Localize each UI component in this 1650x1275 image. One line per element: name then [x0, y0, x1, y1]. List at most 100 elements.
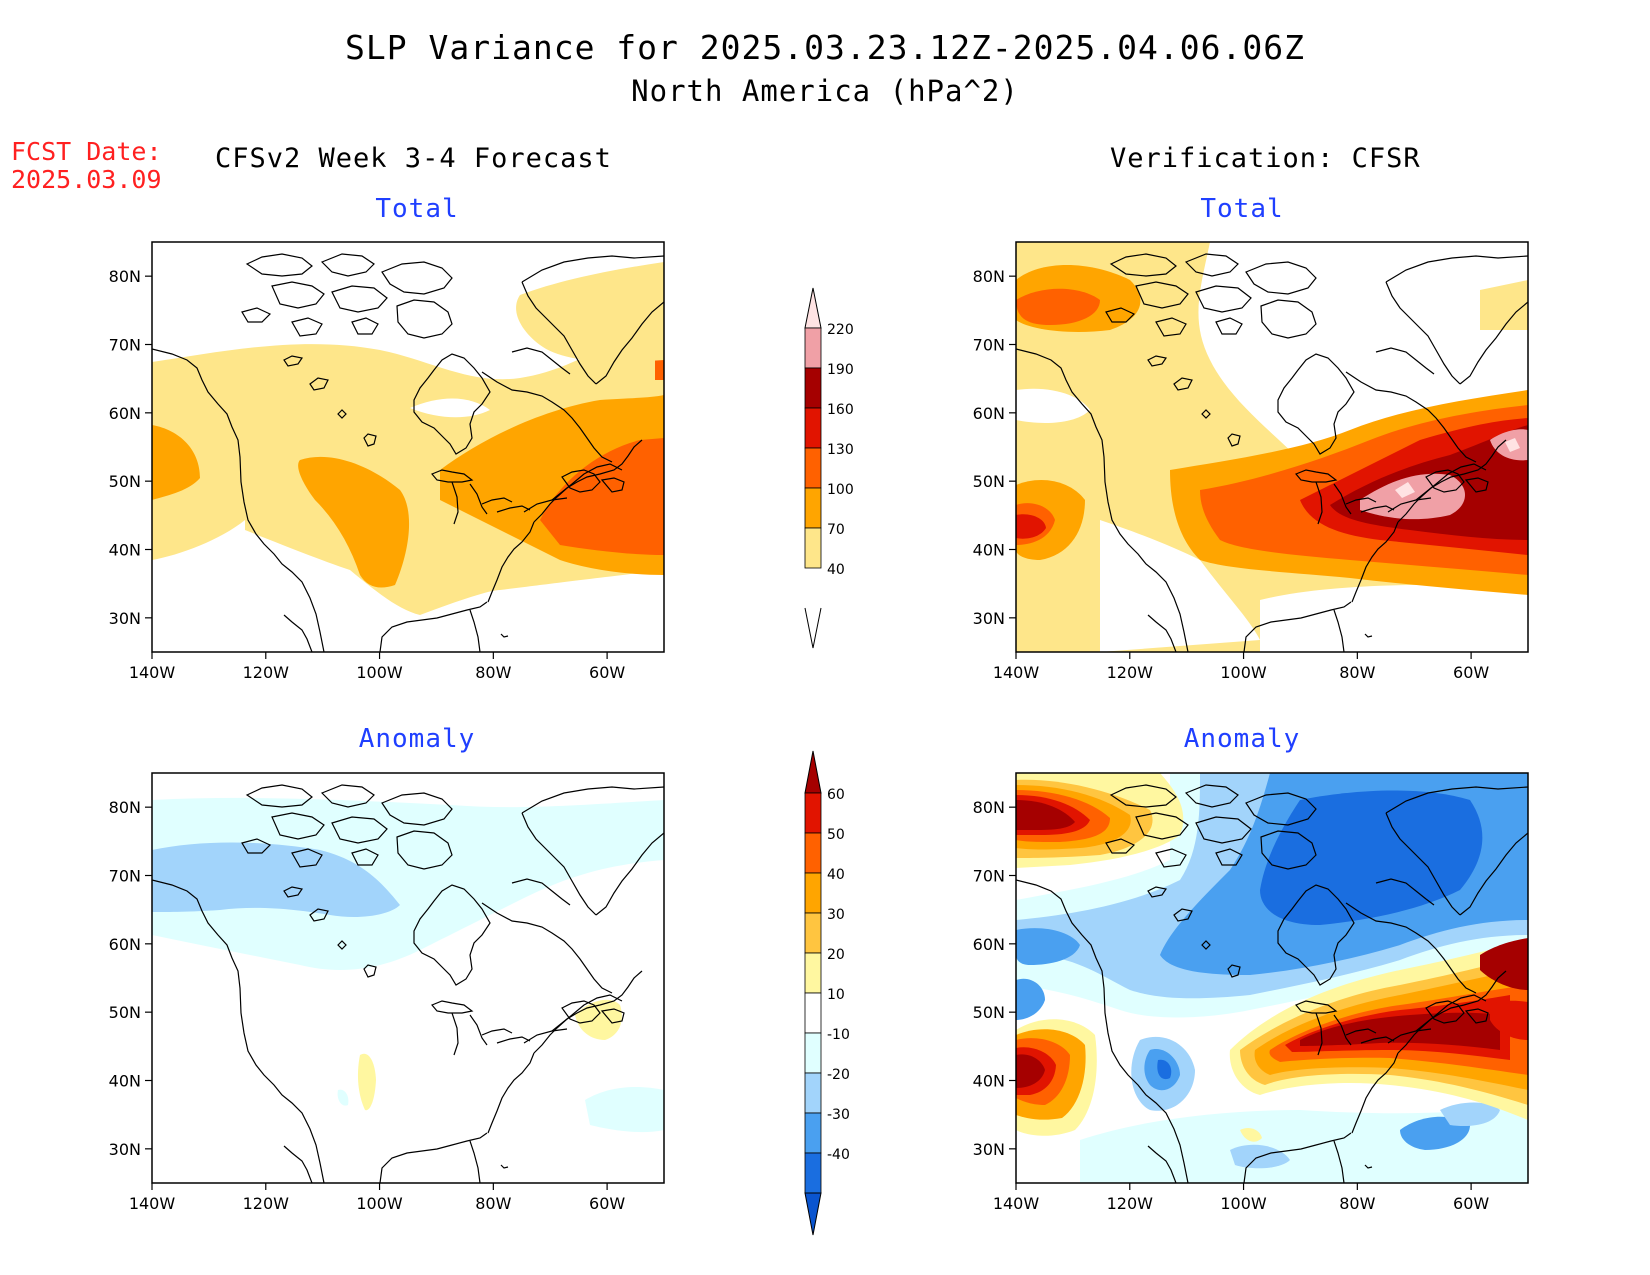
- lat-tick-label: 50N: [973, 1003, 1005, 1022]
- anomaly-colorbar-label: 20: [827, 947, 845, 963]
- anomaly-colorbar-box: [804, 792, 822, 834]
- forecast-anomaly-title: Anomaly: [358, 724, 476, 754]
- lat-tick-label: 80N: [973, 798, 1005, 817]
- fcst-date-value: 2025.03.09: [11, 165, 162, 194]
- lon-tick-label: 120W: [243, 1194, 290, 1213]
- lon-tick-label: 140W: [993, 663, 1040, 682]
- anomaly-colorbar-box: [804, 872, 822, 914]
- lat-tick-label: 70N: [109, 867, 141, 886]
- anomaly-colorbar-label: 40: [827, 867, 845, 883]
- forecast-total-title: Total: [375, 194, 459, 224]
- total-colorbar-label: 100: [827, 482, 854, 498]
- anomaly-colorbar-label: -10: [827, 1027, 850, 1043]
- total-colorbar-label: 160: [827, 402, 854, 418]
- total-colorbar-box: [804, 367, 822, 409]
- fcst-date-block: FCST Date: 2025.03.09: [11, 138, 162, 194]
- anomaly-colorbar-box: [804, 912, 822, 954]
- lon-tick-label: 120W: [1107, 663, 1154, 682]
- lat-tick-label: 70N: [973, 336, 1005, 355]
- anomaly-colorbar-label: 60: [827, 787, 845, 803]
- lat-tick-label: 40N: [109, 1072, 141, 1091]
- anomaly-colorbar-label: 10: [827, 987, 845, 1003]
- anomaly-colorbar-box: [804, 992, 822, 1034]
- total-colorbar-label: 130: [827, 442, 854, 458]
- lon-tick-label: 100W: [1220, 1194, 1267, 1213]
- lat-tick-label: 30N: [109, 1140, 141, 1159]
- lat-tick-label: 40N: [973, 541, 1005, 560]
- lat-tick-label: 50N: [973, 472, 1005, 491]
- main-subtitle: North America (hPa^2): [631, 74, 1019, 108]
- lat-tick-label: 80N: [109, 267, 141, 286]
- lon-tick-label: 80W: [1339, 663, 1375, 682]
- lat-tick-label: 60N: [109, 404, 141, 423]
- anomaly-colorbar-high-arrow: [804, 750, 822, 794]
- total-colorbar-box: [804, 487, 822, 529]
- anomaly-colorbar-label: -20: [827, 1067, 850, 1083]
- lat-tick-label: 50N: [109, 1003, 141, 1022]
- fcst-date-label: FCST Date:: [11, 137, 162, 166]
- lon-tick-label: 140W: [129, 663, 176, 682]
- anomaly-colorbar-box: [804, 1152, 822, 1194]
- lon-tick-label: 100W: [356, 1194, 403, 1213]
- lon-tick-label: 80W: [1339, 1194, 1375, 1213]
- lat-tick-label: 80N: [109, 798, 141, 817]
- lat-tick-label: 50N: [109, 472, 141, 491]
- lat-tick-label: 70N: [973, 867, 1005, 886]
- forecast-anomaly-map: [151, 772, 665, 1184]
- lat-tick-label: 30N: [109, 609, 141, 628]
- lon-tick-label: 100W: [1220, 663, 1267, 682]
- lon-tick-label: 60W: [589, 663, 625, 682]
- lat-tick-label: 60N: [973, 404, 1005, 423]
- lon-tick-label: 120W: [1107, 1194, 1154, 1213]
- anomaly-colorbar-label: 50: [827, 827, 845, 843]
- anomaly-colorbar-box: [804, 832, 822, 874]
- anomaly-colorbar-low-arrow: [804, 1192, 822, 1236]
- verification-column-title: Verification: CFSR: [1110, 143, 1421, 174]
- total-colorbar-high-arrow: [804, 287, 822, 329]
- total-colorbar-box: [804, 327, 822, 369]
- total-colorbar-label: 40: [827, 562, 845, 578]
- total-colorbar-label: 190: [827, 362, 854, 378]
- lat-tick-label: 40N: [109, 541, 141, 560]
- total-colorbar-box: [804, 527, 822, 569]
- anomaly-colorbar-label: -30: [827, 1107, 850, 1123]
- total-colorbar-box: [804, 447, 822, 489]
- anomaly-colorbar-box: [804, 1032, 822, 1074]
- lon-tick-label: 100W: [356, 663, 403, 682]
- total-colorbar-label: 70: [827, 522, 845, 538]
- verification-anomaly-map: [1015, 772, 1529, 1184]
- verification-anomaly-title: Anomaly: [1183, 724, 1301, 754]
- lat-tick-label: 60N: [973, 935, 1005, 954]
- lon-tick-label: 60W: [589, 1194, 625, 1213]
- lon-tick-label: 60W: [1453, 663, 1489, 682]
- forecast-column-title: CFSv2 Week 3-4 Forecast: [215, 143, 612, 174]
- lat-tick-label: 30N: [973, 609, 1005, 628]
- total-colorbar-box: [804, 407, 822, 449]
- map-axes: 80N 70N 60N 50N 40N 30N 140W 120W 100W 80W 60W 80N 7…: [109, 267, 1490, 1213]
- main-title: SLP Variance for 2025.03.23.12Z-2025.04.…: [345, 28, 1305, 67]
- anomaly-colorbar-box: [804, 952, 822, 994]
- anomaly-colorbar-label: -40: [827, 1147, 850, 1163]
- forecast-total-map: [151, 241, 665, 653]
- anomaly-colorbar-box: [804, 1072, 822, 1114]
- lon-tick-label: 140W: [129, 1194, 176, 1213]
- total-colorbar: 220 190 160 130 100 70 40: [804, 287, 854, 649]
- verification-total-map: [1015, 241, 1529, 653]
- anomaly-colorbar-label: 30: [827, 907, 845, 923]
- lon-tick-label: 140W: [993, 1194, 1040, 1213]
- lat-tick-label: 70N: [109, 336, 141, 355]
- total-colorbar-low-arrow: [804, 607, 822, 649]
- lat-tick-label: 60N: [109, 935, 141, 954]
- lat-tick-label: 30N: [973, 1140, 1005, 1159]
- anomaly-colorbar: 60 50 40 30 20 10 -10 -20 -30 -40: [804, 750, 850, 1236]
- verification-total-title: Total: [1200, 194, 1284, 224]
- lat-tick-label: 40N: [973, 1072, 1005, 1091]
- lon-tick-label: 80W: [475, 1194, 511, 1213]
- lon-tick-label: 60W: [1453, 1194, 1489, 1213]
- lat-tick-label: 80N: [973, 267, 1005, 286]
- lon-tick-label: 80W: [475, 663, 511, 682]
- lon-tick-label: 120W: [243, 663, 290, 682]
- anomaly-colorbar-box: [804, 1112, 822, 1154]
- total-colorbar-label: 220: [827, 322, 854, 338]
